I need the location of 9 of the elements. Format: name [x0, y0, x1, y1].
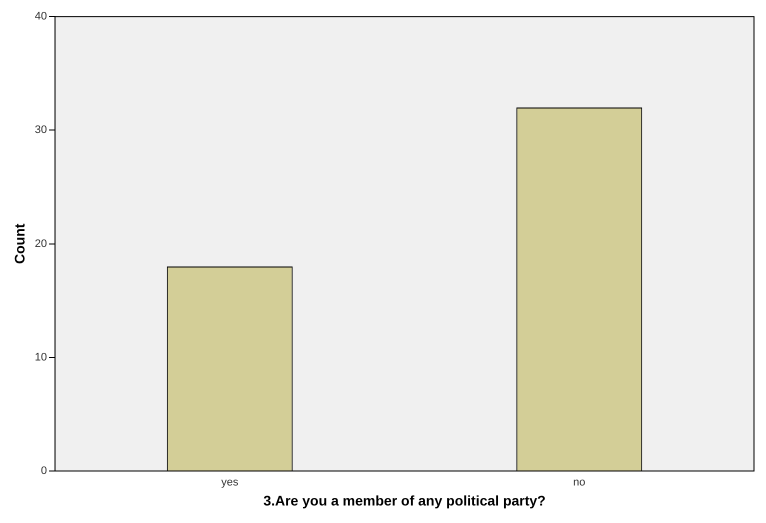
y-tick-label: 40	[34, 10, 48, 23]
y-axis-title: Count	[11, 223, 28, 264]
x-tick-label: yes	[221, 476, 239, 489]
y-tick-label: 20	[34, 238, 48, 250]
x-tick-label: no	[573, 476, 586, 489]
y-tick-label: 10	[34, 351, 48, 364]
y-tick-label: 0	[40, 465, 48, 478]
x-axis-title: 3.Are you a member of any political party?	[263, 492, 546, 508]
y-tick-label: 30	[34, 124, 48, 136]
